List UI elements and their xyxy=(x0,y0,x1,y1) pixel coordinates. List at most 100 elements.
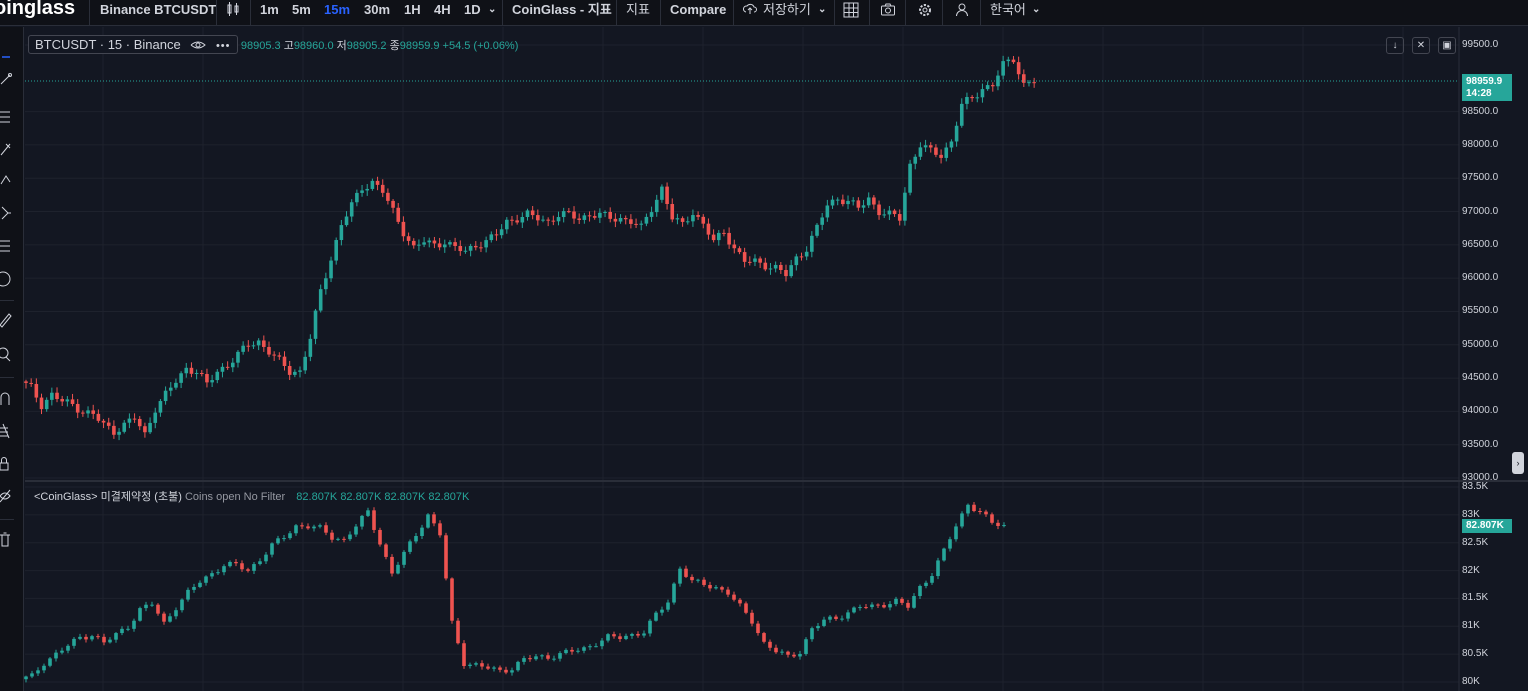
price-candle-body xyxy=(567,211,571,213)
maximize-icon[interactable]: ▣ xyxy=(1438,37,1456,54)
oi-candle-body xyxy=(126,628,130,630)
interval-1h-button[interactable]: 1H xyxy=(404,2,421,17)
price-candle-body xyxy=(768,268,773,270)
magnet-icon[interactable] xyxy=(0,389,12,407)
oi-candle-body xyxy=(48,658,52,666)
fib-icon[interactable] xyxy=(0,109,12,125)
chevron-down-icon[interactable]: ⌄ xyxy=(1032,4,1041,15)
collapse-icon[interactable]: ✕ xyxy=(1412,37,1430,54)
price-candle-body xyxy=(804,251,809,257)
price-candle-body xyxy=(505,219,509,230)
crosshair-icon[interactable] xyxy=(0,47,12,59)
lock-draw-icon[interactable] xyxy=(0,422,12,440)
trash-icon[interactable] xyxy=(0,530,12,548)
price-candle-body xyxy=(572,211,576,219)
interval-15m-button[interactable]: 15m xyxy=(324,2,351,17)
oi-candle-body xyxy=(168,616,172,622)
cloud-upload-icon[interactable] xyxy=(742,0,757,26)
price-candle-body xyxy=(432,240,437,244)
oi-candle-body xyxy=(666,602,670,610)
eye-icon[interactable] xyxy=(0,487,12,505)
oi-candle-body xyxy=(402,551,406,565)
interval-1d-button[interactable]: 1D xyxy=(464,2,481,17)
oi-candle-body xyxy=(462,643,466,667)
price-candle-body xyxy=(701,216,706,224)
interval-1m-button[interactable]: 1m xyxy=(260,2,279,17)
symbol-search-button[interactable]: Binance BTCUSDT xyxy=(100,2,217,17)
oi-candle-body xyxy=(516,661,520,671)
toolbar-divider xyxy=(216,0,217,26)
price-candle-body xyxy=(60,399,64,402)
eye-icon[interactable] xyxy=(190,40,207,50)
zoom-icon[interactable] xyxy=(0,345,12,363)
oi-tick-label: 81K xyxy=(1462,620,1480,632)
oi-indicator-name[interactable]: <CoinGlass> 미결제약정 (초불) xyxy=(34,491,182,503)
price-candle-body xyxy=(634,223,638,225)
price-candle-body xyxy=(468,245,473,251)
price-candle-body xyxy=(670,204,675,220)
oi-candle-body xyxy=(624,635,628,640)
oi-candle-body xyxy=(636,633,640,636)
pattern-icon[interactable] xyxy=(0,174,12,186)
price-candle-body xyxy=(324,278,328,290)
indicators-button[interactable]: 지표 xyxy=(626,2,650,17)
interval-30m-button[interactable]: 30m xyxy=(364,2,391,17)
oi-candle-body xyxy=(36,670,40,674)
scroll-right-button[interactable]: › xyxy=(1512,452,1524,474)
gear-icon[interactable] xyxy=(917,0,933,26)
price-candle-body xyxy=(691,215,695,222)
oi-candle-body xyxy=(354,526,358,535)
arrow-down-icon[interactable]: ↓ xyxy=(1386,37,1404,54)
layout-grid-icon[interactable] xyxy=(843,0,859,26)
oi-candle-body xyxy=(528,658,532,660)
price-candle-body xyxy=(851,200,855,202)
language-select[interactable]: 한국어 xyxy=(990,2,1026,17)
price-candle-body xyxy=(970,96,974,99)
price-candle-body xyxy=(199,372,204,374)
price-candle-body xyxy=(789,265,793,277)
chart-type-icon[interactable] xyxy=(226,0,240,26)
trend-line-icon[interactable] xyxy=(0,72,12,86)
oi-candle-body xyxy=(720,587,724,590)
price-candle-body xyxy=(903,192,907,221)
oi-candle-body xyxy=(294,525,298,534)
brush-icon[interactable] xyxy=(0,141,12,157)
symbol-legend-box[interactable]: BTCUSDT · 15 · Binance ••• xyxy=(28,35,238,54)
lock-icon[interactable] xyxy=(0,455,12,473)
price-candle-body xyxy=(1016,62,1021,75)
coinglass-indicators-button[interactable]: CoinGlass - 지표 xyxy=(512,2,612,17)
compare-button[interactable]: Compare xyxy=(670,2,727,17)
oi-candle-body xyxy=(522,658,526,662)
interval-5m-button[interactable]: 5m xyxy=(292,2,311,17)
chevron-down-icon[interactable]: ⌄ xyxy=(488,4,497,15)
price-candle-body xyxy=(112,425,116,435)
forecast-icon[interactable] xyxy=(0,237,12,255)
oi-candle-body xyxy=(972,504,976,512)
oi-candle-body xyxy=(450,578,454,621)
price-candle-body xyxy=(282,356,287,367)
chevron-down-icon[interactable]: ⌄ xyxy=(818,4,827,15)
interval-4h-button[interactable]: 4H xyxy=(434,2,451,17)
price-candle-body xyxy=(748,261,752,263)
ruler-icon[interactable] xyxy=(0,311,12,329)
price-candle-body xyxy=(231,362,235,368)
oi-candle-body xyxy=(84,636,88,640)
coinglass-logo[interactable]: oinglass xyxy=(0,0,76,19)
camera-icon[interactable] xyxy=(880,0,896,26)
price-candle-body xyxy=(360,190,364,193)
oi-candle-body xyxy=(654,612,658,621)
price-tick-label: 98000.0 xyxy=(1462,138,1499,150)
emoji-icon[interactable] xyxy=(0,270,12,288)
node-icon[interactable] xyxy=(0,205,12,221)
oi-candle-body xyxy=(540,655,544,657)
price-candle-body xyxy=(267,346,271,355)
price-candle-body xyxy=(815,224,819,236)
save-button[interactable]: 저장하기 xyxy=(763,2,811,17)
more-icon[interactable]: ••• xyxy=(215,40,231,52)
user-icon[interactable] xyxy=(954,0,970,26)
price-candle-body xyxy=(194,372,199,374)
oi-candle-body xyxy=(978,511,982,513)
oi-candle-body xyxy=(702,579,706,585)
price-candle-body xyxy=(990,85,995,87)
